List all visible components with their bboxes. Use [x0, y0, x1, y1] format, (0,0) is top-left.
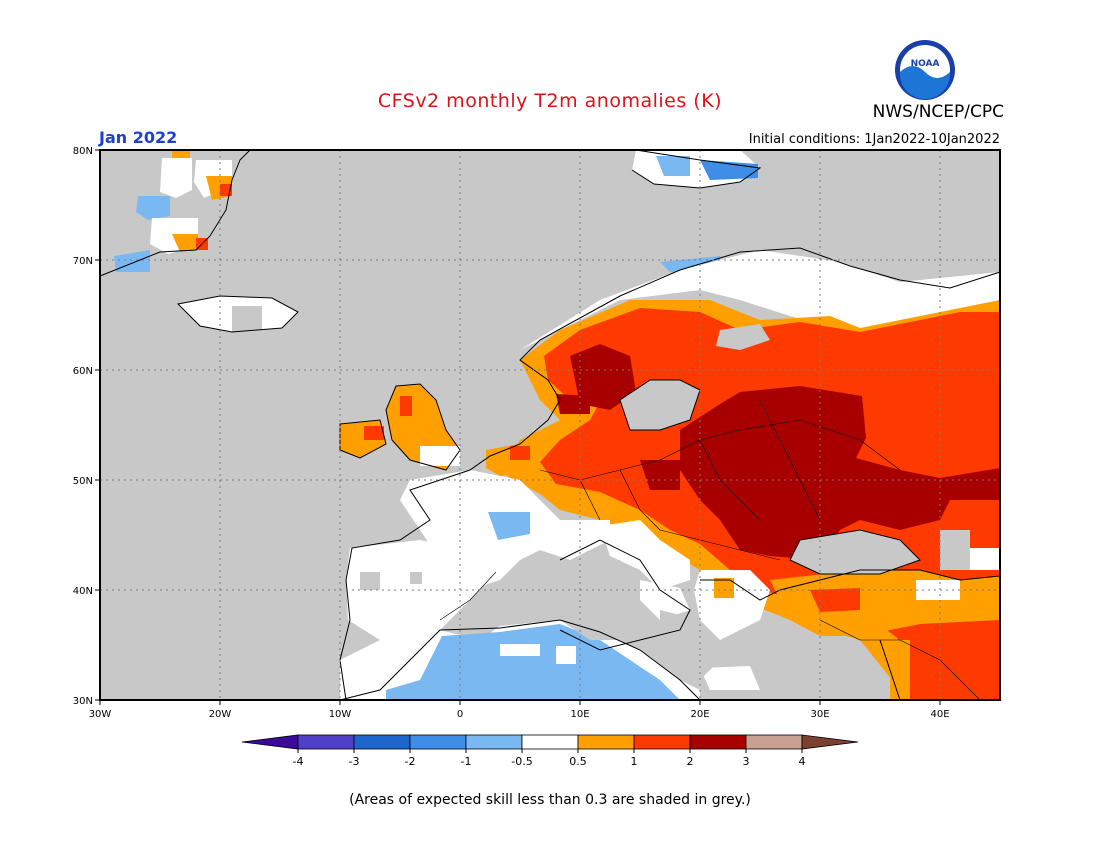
- lon-label: 30E: [810, 709, 829, 720]
- gridlines: [100, 150, 1000, 700]
- colorbar-box: [745, 734, 803, 750]
- colorbar-box: [297, 734, 355, 750]
- forecast-month: Jan 2022: [99, 128, 178, 147]
- colorbar-tick-label: 1: [631, 755, 638, 768]
- colorbar-box: [353, 734, 411, 750]
- colorbar-box: [521, 734, 579, 750]
- lon-label: 20E: [690, 709, 709, 720]
- colorbar-box: [409, 734, 467, 750]
- lon-label: 30W: [89, 709, 112, 720]
- skill-footnote: (Areas of expected skill less than 0.3 a…: [349, 792, 751, 808]
- colorbar-tick-label: -3: [349, 755, 360, 768]
- coastlines: [99, 149, 1001, 701]
- initial-conditions: Initial conditions: 1Jan2022-10Jan2022: [748, 132, 1000, 147]
- map-title: CFSv2 monthly T2m anomalies (K): [377, 90, 723, 112]
- lat-label: 80N: [73, 146, 93, 157]
- colorbar-arrow-low: [241, 734, 299, 750]
- lat-label: 50N: [73, 476, 93, 487]
- lat-label: 30N: [73, 696, 93, 707]
- colorbar-box: [689, 734, 747, 750]
- lon-label: 0: [457, 709, 463, 720]
- lon-label: 40E: [930, 709, 949, 720]
- colorbar-tick-label: 0.5: [569, 755, 587, 768]
- colorbar-tick-label: 4: [799, 755, 806, 768]
- noaa-logo-text: NOAA: [911, 59, 940, 69]
- colorbar: -4 -3 -2 -1 -0.5 0.5 1 2 3 4: [241, 734, 859, 768]
- colorbar-tick-label: -4: [293, 755, 304, 768]
- organization-label: NWS/NCEP/CPC: [872, 102, 1004, 122]
- lat-label: 70N: [73, 256, 93, 267]
- colorbar-box: [577, 734, 635, 750]
- lon-label: 10W: [329, 709, 352, 720]
- country-borders: [439, 399, 981, 701]
- colorbar-tick-label: -2: [405, 755, 416, 768]
- colorbar-box: [633, 734, 691, 750]
- colorbar-tick-label: 3: [743, 755, 750, 768]
- lon-label: 10E: [570, 709, 589, 720]
- anomaly-map: 80N 70N 60N 50N 40N 30N 30W 20W 10W 0 10…: [73, 146, 1001, 720]
- lat-label: 60N: [73, 366, 93, 377]
- colorbar-tick-label: -0.5: [511, 755, 532, 768]
- colorbar-box: [465, 734, 523, 750]
- colorbar-tick-label: 2: [687, 755, 694, 768]
- noaa-logo: NOAA: [895, 40, 955, 100]
- map-frame: [99, 149, 1001, 701]
- lat-label: 40N: [73, 586, 93, 597]
- colorbar-arrow-high: [801, 734, 859, 750]
- colorbar-tick-label: -1: [461, 755, 472, 768]
- lon-label: 20W: [209, 709, 232, 720]
- seas: [560, 324, 970, 680]
- axis-ticks: [95, 149, 941, 705]
